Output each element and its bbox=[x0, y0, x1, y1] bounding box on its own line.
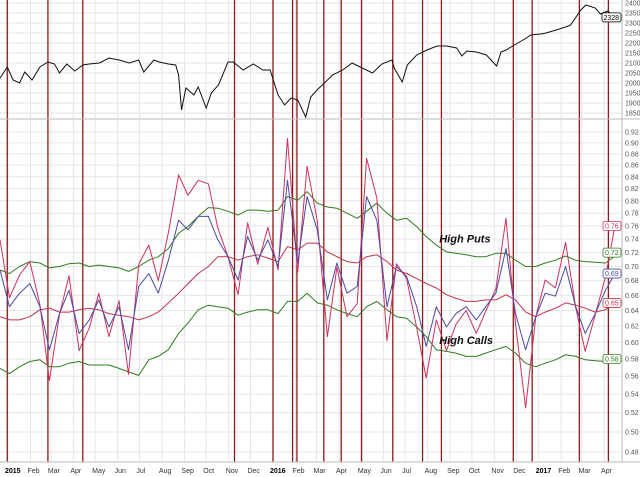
x-tick-label: Mar bbox=[48, 468, 61, 475]
y-tick-label: 0.74 bbox=[625, 237, 639, 244]
x-tick-label: Mar bbox=[579, 468, 592, 475]
x-tick-label: Jun bbox=[115, 468, 126, 475]
x-tick-label: Sep bbox=[181, 468, 194, 475]
lower-band-value-tag bbox=[602, 354, 622, 364]
y-tick-label: 2150 bbox=[625, 51, 640, 58]
x-tick-label: Nov bbox=[226, 468, 239, 475]
x-tick-label: Oct bbox=[203, 468, 214, 475]
x-tick-label: Dec bbox=[513, 468, 526, 475]
y-tick-label: 2400 bbox=[625, 1, 640, 8]
x-tick-label: 2017 bbox=[536, 468, 552, 475]
x-tick-label: Jul bbox=[402, 468, 411, 475]
y-tick-label: 0.76 bbox=[625, 223, 639, 230]
y-tick-label: 2350 bbox=[625, 11, 640, 18]
x-tick-label: 2016 bbox=[270, 468, 286, 475]
y-tick-label: 0.86 bbox=[625, 163, 639, 170]
upper-band-value-tag bbox=[602, 247, 622, 258]
x-tick-label: Feb bbox=[558, 468, 570, 475]
upper-band-line bbox=[0, 191, 616, 274]
annotations: High Puts High Calls bbox=[439, 233, 493, 346]
y-tick-label: 0.64 bbox=[625, 308, 639, 315]
x-tick-label: Nov bbox=[491, 468, 504, 475]
y-tick-label: 0.68 bbox=[625, 278, 639, 285]
moving-average-line bbox=[0, 242, 616, 321]
series-layer bbox=[0, 4, 616, 409]
x-tick-label: Jun bbox=[380, 468, 391, 475]
x-tick-label: May bbox=[92, 468, 106, 475]
ratio-line bbox=[0, 138, 616, 409]
y-tick-label: 2250 bbox=[625, 31, 640, 38]
y-tick-label: 0.54 bbox=[625, 392, 639, 399]
y-tick-label: 0.66 bbox=[625, 293, 639, 300]
x-tick-label: Dec bbox=[247, 468, 260, 475]
x-tick-label: Feb bbox=[28, 468, 40, 475]
y-tick-label: 0.60 bbox=[625, 340, 639, 347]
x-tick-label: Sep bbox=[447, 468, 460, 475]
upper-band-value-text: 0.72 bbox=[605, 250, 619, 257]
annotation-high-puts: High Puts bbox=[439, 233, 490, 245]
lower-band-value-text: 0.58 bbox=[605, 356, 619, 363]
y-tick-label: 2050 bbox=[625, 71, 640, 78]
x-tick-label: May bbox=[358, 468, 372, 475]
y-tick-label: 0.92 bbox=[625, 130, 639, 137]
x-tick-label: Jul bbox=[136, 468, 145, 475]
event-lines bbox=[6, 0, 610, 462]
y-tick-label: 2200 bbox=[625, 41, 640, 48]
price-line bbox=[0, 4, 616, 119]
annotation-high-calls: High Calls bbox=[439, 335, 493, 347]
y-tick-label: 0.72 bbox=[625, 250, 639, 257]
x-tick-label: Aug bbox=[425, 468, 438, 475]
x-tick-label: Feb bbox=[292, 468, 304, 475]
y-tick-label: 0.88 bbox=[625, 151, 639, 158]
y-tick-label: 2300 bbox=[625, 21, 640, 28]
x-tick-label: Apr bbox=[336, 468, 348, 475]
y-tick-label: 0.80 bbox=[625, 198, 639, 205]
price-last-value-tag bbox=[601, 12, 622, 23]
y-tick-label: 0.78 bbox=[625, 211, 639, 218]
x-tick-label: 2015 bbox=[5, 468, 21, 475]
y-tick-label: 1950 bbox=[625, 91, 640, 98]
smoothed-ratio-value-text: 0.69 bbox=[605, 271, 619, 278]
y-tick-label: 0.82 bbox=[625, 186, 639, 193]
lower-band-line bbox=[0, 292, 616, 376]
y-tick-label: 0.56 bbox=[625, 374, 639, 381]
x-tick-label: Apr bbox=[601, 468, 613, 475]
x-tick-label: Mar bbox=[314, 468, 327, 475]
y-tick-label: 0.50 bbox=[625, 430, 639, 437]
grid bbox=[0, 0, 622, 462]
y-tick-label: 0.90 bbox=[625, 140, 639, 147]
y-tick-label: 2000 bbox=[625, 81, 640, 88]
y-tick-label: 0.58 bbox=[625, 356, 639, 363]
x-tick-label: Aug bbox=[159, 468, 172, 475]
y-tick-label: 0.52 bbox=[625, 410, 639, 417]
y-tick-label: 0.84 bbox=[625, 174, 639, 181]
x-tick-label: Oct bbox=[469, 468, 480, 475]
ratio-value-text: 0.76 bbox=[605, 223, 619, 230]
y-tick-label: 0.70 bbox=[625, 264, 639, 271]
value-tags: 2328 0.72 0.58 0.65 0.76 0.69 bbox=[601, 12, 622, 364]
moving-average-value-text: 0.65 bbox=[605, 300, 619, 307]
price-last-value-text: 2328 bbox=[604, 15, 620, 22]
x-tick-label: Apr bbox=[70, 468, 82, 475]
y-tick-label: 0.48 bbox=[625, 450, 639, 457]
y-tick-label: 1850 bbox=[625, 111, 640, 118]
y-tick-label: 2100 bbox=[625, 61, 640, 68]
y-tick-label: 0.62 bbox=[625, 324, 639, 331]
smoothed-ratio-line bbox=[0, 179, 616, 351]
ratio-value-tag bbox=[602, 221, 622, 231]
moving-average-value-tag bbox=[602, 298, 622, 308]
y-tick-label: 1900 bbox=[625, 101, 640, 108]
smoothed-ratio-value-tag bbox=[602, 268, 622, 279]
